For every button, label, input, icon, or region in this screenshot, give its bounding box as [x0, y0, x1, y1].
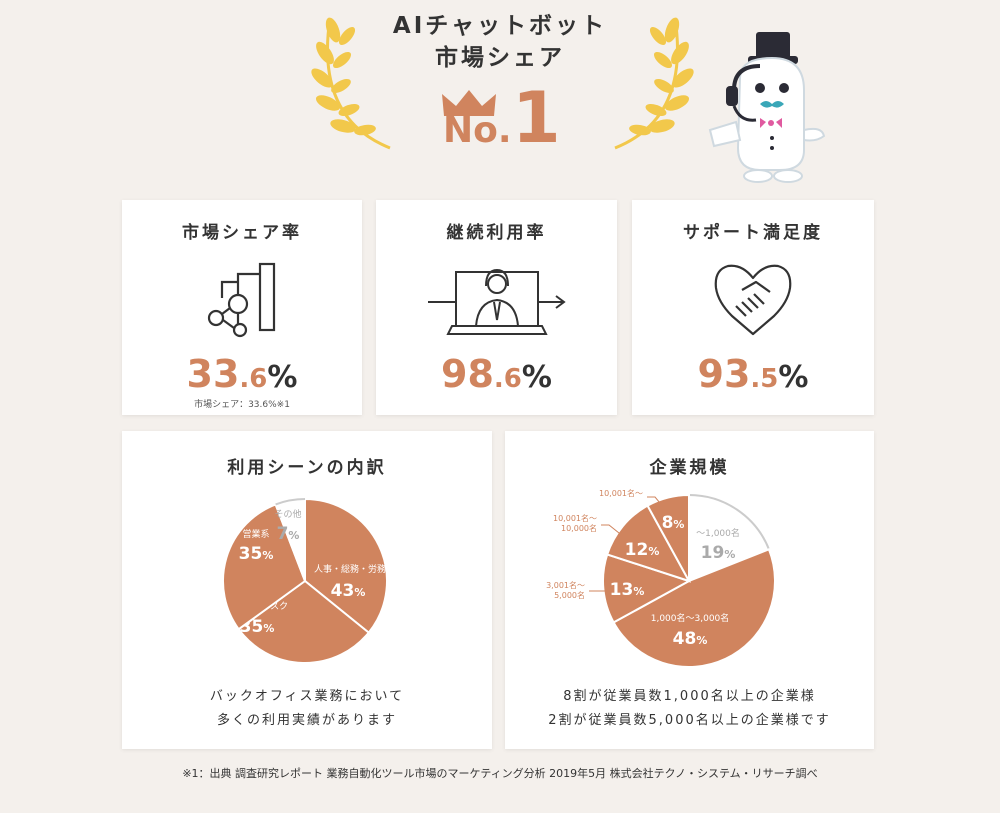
company-size-pie-chart: 〜1,000名 19% 1,000名〜3,000名 48% 3,001名〜5,000名 1… — [546, 488, 776, 668]
caption-line2: 2割が従業員数5,000名以上の企業様です — [548, 713, 831, 728]
caption-line2: 多くの利用実績があります — [216, 713, 397, 728]
share-chart-icon — [207, 262, 276, 338]
hero-title-line2: 市場シェア — [435, 45, 565, 71]
hero-title: AIチャットボット 市場シェア — [380, 10, 620, 74]
handshake-icon — [714, 264, 792, 336]
stat-card-market-share: 市場シェア率 33.6% 市場シェア：33.6%※1 — [122, 200, 362, 415]
slice-value: 48% — [673, 629, 708, 649]
slice-label: 人事・総務・労務 — [314, 563, 386, 575]
slice-value: 19% — [701, 543, 736, 563]
hero-title-line1: AIチャットボット — [392, 13, 608, 39]
stat-value-unit: % — [267, 360, 298, 395]
stat-value-dec: .5 — [750, 364, 779, 394]
pie-slice-outline — [688, 494, 770, 550]
pie-slice — [612, 548, 776, 668]
leader-line — [601, 524, 630, 542]
slice-label: 1,000名〜3,000名 — [651, 612, 730, 624]
stat-value: 98.6% — [376, 352, 617, 396]
stat-value: 93.5% — [632, 352, 874, 396]
chart-card-company-size: 企業規模 〜1,000名 19% 1,000名〜3,000名 48% 3,001名〜 5,… — [505, 431, 874, 749]
stat-card-satisfaction: サポート満足度 93.5% — [632, 200, 874, 415]
slice-label: その他 — [274, 508, 301, 520]
pie-slice — [304, 497, 388, 635]
stat-value-int: 33 — [186, 352, 240, 396]
pie-slice-outline — [275, 498, 306, 506]
stat-title: 継続利用率 — [446, 223, 547, 243]
stat-value-dec: .6 — [493, 364, 522, 394]
stat-value: 33.6% — [122, 352, 362, 396]
laurel-left-icon — [311, 17, 391, 150]
chart-card-usage: 利用シーンの内訳 人事・総務・労務43%ITヘルプデスク35%営業系35%その他… — [122, 431, 492, 749]
chart-title: 企業規模 — [649, 458, 730, 478]
pie-slice — [646, 493, 690, 582]
stat-value-int: 93 — [697, 352, 751, 396]
chart-title: 利用シーンの内訳 — [227, 458, 387, 478]
slice-label: 10,001名〜 — [599, 488, 643, 498]
stat-value-unit: % — [521, 360, 552, 395]
chart-caption: バックオフィス業務において 多くの利用実績があります — [122, 685, 492, 733]
slice-label: 3,001名〜 — [546, 580, 585, 590]
slice-label: 〜1,000名 — [696, 527, 740, 539]
mascot-robot-icon — [708, 32, 826, 183]
stat-value-int: 98 — [441, 352, 494, 396]
slice-label: 営業系 — [242, 528, 269, 540]
pie-slice — [222, 503, 307, 631]
stat-card-retention: 継続利用率 98.6% — [376, 200, 617, 415]
slice-value: 43% — [331, 581, 366, 601]
stat-value-unit: % — [778, 360, 809, 395]
chart-caption: 8割が従業員数1,000名以上の企業様 2割が従業員数5,000名以上の企業様で… — [505, 685, 874, 733]
slice-value: 8% — [662, 513, 685, 533]
stat-note: 市場シェア：33.6%※1 — [194, 400, 290, 410]
leader-line — [647, 496, 666, 510]
stat-title: サポート満足度 — [683, 223, 823, 243]
slice-value: 13% — [610, 580, 645, 600]
pie-slice — [602, 553, 692, 624]
hero-header: AIチャットボット 市場シェア No. 1 — [0, 0, 1000, 195]
slice-value: 35% — [239, 544, 274, 564]
slice-label: 10,001名〜 — [553, 513, 597, 523]
slice-value: 12% — [625, 540, 660, 560]
stat-value-dec: .6 — [239, 364, 268, 394]
rank-number: 1 — [512, 77, 561, 159]
laurel-right-icon — [614, 17, 694, 150]
slice-value: 7% — [277, 524, 300, 544]
caption-line1: バックオフィス業務において — [209, 689, 405, 704]
stat-title: 市場シェア率 — [182, 223, 302, 243]
slice-label: 10,000名 — [561, 523, 597, 533]
rank-prefix: No. — [443, 110, 512, 151]
source-footnote: ※1：出典 調査研究レポート 業務自動化ツール市場のマーケティング分析 2019… — [182, 767, 818, 780]
slice-label: 5,000名 — [554, 590, 585, 600]
pie-slice — [237, 579, 371, 664]
caption-line1: 8割が従業員数1,000名以上の企業様 — [563, 689, 816, 704]
crown-icon — [442, 90, 496, 116]
operator-screen-icon — [428, 268, 566, 335]
pie-slice — [605, 504, 692, 583]
